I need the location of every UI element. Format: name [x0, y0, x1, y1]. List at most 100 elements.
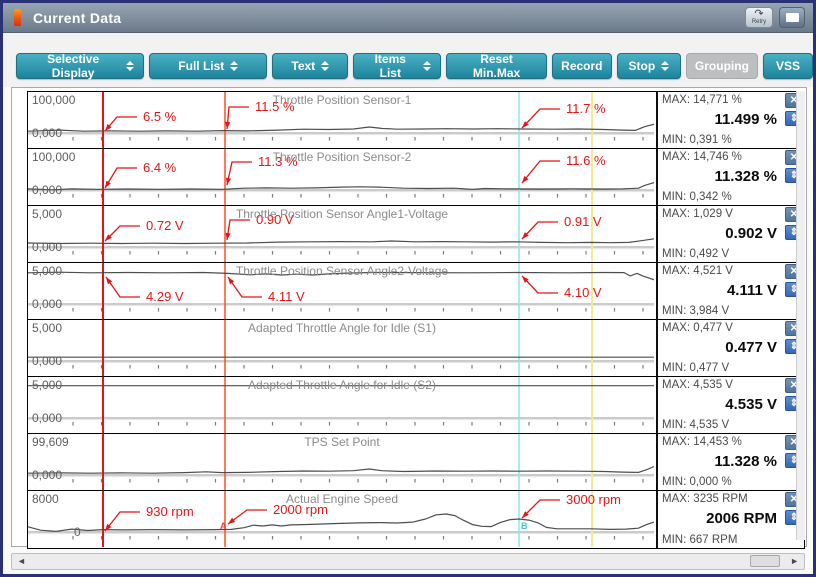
cursor-value-annotation: 3000 rpm: [566, 492, 621, 507]
channel-title: Throttle Position Sensor Angle2-Voltage: [235, 264, 449, 278]
toolbar-button-text[interactable]: Text: [272, 53, 349, 79]
cursor-value-annotation: 930 rpm: [146, 504, 194, 519]
annotation-arrowhead: [105, 123, 112, 131]
channel-title: TPS Set Point: [304, 435, 380, 449]
cursor-value-annotation: 4.11 V: [268, 289, 305, 304]
vertical-scrollbar[interactable]: [796, 91, 805, 540]
annotation-callout-line: [227, 276, 262, 298]
channel-plot-svg: [28, 434, 654, 490]
current-value: 0.902 V: [725, 225, 777, 242]
channel-plot[interactable]: 99,609 TPS Set Point 0,000: [28, 434, 656, 490]
window-restore-button[interactable]: [779, 7, 805, 28]
annotation-callout-line: [104, 511, 140, 532]
updown-arrows-icon: [321, 61, 330, 71]
cursor-value-annotation: 0.90 V: [256, 212, 294, 227]
toolbar-button-label: Selective Display: [47, 52, 100, 80]
scroll-left-arrow[interactable]: ◄: [17, 556, 26, 566]
channel-plot-svg: 0.72 V 0.90 V 0.91 V: [28, 206, 654, 262]
signal-trace: [28, 271, 654, 281]
annotation-callout-line: [521, 275, 558, 294]
channel-plot[interactable]: 4.29 V 4.11 V 4.10 V 5,000 Throttle Position…: [28, 263, 656, 319]
channel-title: Throttle Position Sensor-2: [272, 150, 412, 164]
current-value: 2006 RPM: [706, 510, 777, 527]
updown-arrows-icon: [126, 61, 135, 71]
channel-plot[interactable]: 5,000 Adapted Throttle Angle for Idle (S2…: [28, 377, 656, 433]
annotation-arrowhead: [228, 277, 235, 285]
channel-stats-panel: MAX: 14,453 % 11.328 % MIN: 0,000 % ✕ ⇕: [656, 434, 804, 490]
toolbar-button-label: Stop: [628, 59, 656, 73]
channel-title: Actual Engine Speed: [285, 492, 399, 506]
scale-min-label: 0,000: [32, 411, 63, 425]
window-title: Current Data: [33, 9, 122, 26]
cursor-value-annotation: 11.3 %: [258, 154, 298, 169]
toolbar-button-label: Full List: [178, 59, 225, 73]
min-value-label: MIN: 0,391 %: [662, 134, 732, 146]
annotation-callout-line: [104, 116, 137, 132]
cursor-value-annotation: 4.29 V: [146, 289, 184, 304]
toolbar-button-full-list[interactable]: Full List: [149, 53, 268, 79]
current-value: 0.477 V: [725, 339, 777, 356]
channel-plot[interactable]: 6.4 % 11.3 % 11.6 % 100,000 Throttle Positio…: [28, 149, 656, 205]
app-icon: [14, 9, 21, 26]
scale-max-label: 5,000: [32, 207, 63, 221]
horizontal-scrollbar[interactable]: ◄ ►: [11, 553, 805, 570]
channel-stats-panel: MAX: 0,477 V 0.477 V MIN: 0,477 V ✕ ⇕: [656, 320, 804, 376]
toolbar-button-vss[interactable]: VSS: [763, 53, 813, 79]
toolbar: Selective Display Full List Text Items List…: [3, 33, 813, 87]
scale-max-label: 100,000: [32, 93, 76, 107]
channel-stats-panel: MAX: 4,521 V 4.111 V MIN: 3,984 V ✕ ⇕: [656, 263, 804, 319]
cursor-value-annotation: 4.10 V: [564, 285, 602, 300]
channel-plot[interactable]: 930 rpm 2000 rpm 3000 rpm A B 8000 Actual Engi…: [28, 491, 656, 547]
scale-min-label: 0: [74, 525, 81, 539]
annotation-arrowhead: [522, 511, 529, 518]
annotation-callout-line: [226, 161, 252, 186]
toolbar-button-record[interactable]: Record: [551, 53, 612, 79]
toolbar-button-label: VSS: [775, 59, 800, 73]
toolbar-button-grouping: Grouping: [685, 53, 758, 79]
scale-min-label: 0,000: [32, 468, 63, 482]
cursor-value-annotation: 2000 rpm: [273, 502, 328, 517]
toolbar-button-selective-display[interactable]: Selective Display: [16, 52, 145, 80]
annotation-arrowhead: [522, 276, 529, 283]
annotation-callout-line: [226, 219, 250, 241]
toolbar-button-reset-min-max[interactable]: Reset Min.Max: [446, 52, 547, 80]
annotation-arrowhead: [225, 121, 231, 129]
toolbar-button-stop[interactable]: Stop: [616, 53, 681, 79]
channel-plot[interactable]: 0.72 V 0.90 V 0.91 V 5,000 Throttle Position…: [28, 206, 656, 262]
content-area: 6.5 % 11.5 % 11.7 % 100,000 Throttle Positio…: [11, 87, 807, 549]
annotation-arrowhead: [522, 175, 529, 183]
retry-label: Retry: [751, 19, 767, 25]
signal-trace: [28, 238, 654, 245]
toolbar-button-items-list[interactable]: Items List: [353, 52, 442, 80]
channel-plot-svg: 6.4 % 11.3 % 11.6 %: [28, 149, 654, 205]
channel-plot-svg: 930 rpm 2000 rpm 3000 rpm A B: [28, 491, 654, 547]
cursor-value-annotation: 6.4 %: [143, 160, 177, 175]
retry-button[interactable]: ↷ Retry: [745, 7, 773, 28]
toolbar-button-label: Text: [291, 59, 316, 73]
scale-max-label: 8000: [32, 492, 59, 506]
channel-stats-panel: MAX: 1,029 V 0.902 V MIN: 0,492 V ✕ ⇕: [656, 206, 804, 262]
current-value: 11.499 %: [714, 111, 777, 128]
channel-plot-svg: [28, 377, 654, 433]
scroll-right-arrow[interactable]: ►: [790, 556, 799, 566]
updown-arrows-icon: [423, 61, 432, 71]
retry-arrow-icon: ↷: [754, 8, 764, 20]
cursor-value-annotation: 6.5 %: [143, 109, 177, 124]
updown-arrows-icon: [230, 61, 239, 71]
current-value: 4.535 V: [725, 396, 777, 413]
max-value-label: MAX: 0,477 V: [662, 322, 733, 334]
max-value-label: MAX: 1,029 V: [662, 208, 733, 220]
scroll-thumb[interactable]: [750, 555, 780, 567]
channel-title: Throttle Position Sensor Angle1-Voltage: [235, 207, 449, 221]
min-value-label: MIN: 0,492 V: [662, 248, 730, 260]
channel-plot[interactable]: 5,000 Adapted Throttle Angle for Idle (S1…: [28, 320, 656, 376]
channel-title: Adapted Throttle Angle for Idle (S1): [248, 321, 436, 335]
min-value-label: MIN: 0,477 V: [662, 362, 730, 374]
channel-stats-panel: MAX: 14,771 % 11.499 % MIN: 0,391 % ✕ ⇕: [656, 92, 804, 148]
titlebar[interactable]: Current Data ↷ Retry: [3, 3, 813, 33]
channel-plot[interactable]: 6.5 % 11.5 % 11.7 % 100,000 Throttle Positio…: [28, 92, 656, 148]
annotation-callout-line: [105, 276, 140, 298]
updown-arrows-icon: [661, 61, 670, 71]
scale-max-label: 100,000: [32, 150, 76, 164]
max-value-label: MAX: 4,521 V: [662, 265, 733, 277]
